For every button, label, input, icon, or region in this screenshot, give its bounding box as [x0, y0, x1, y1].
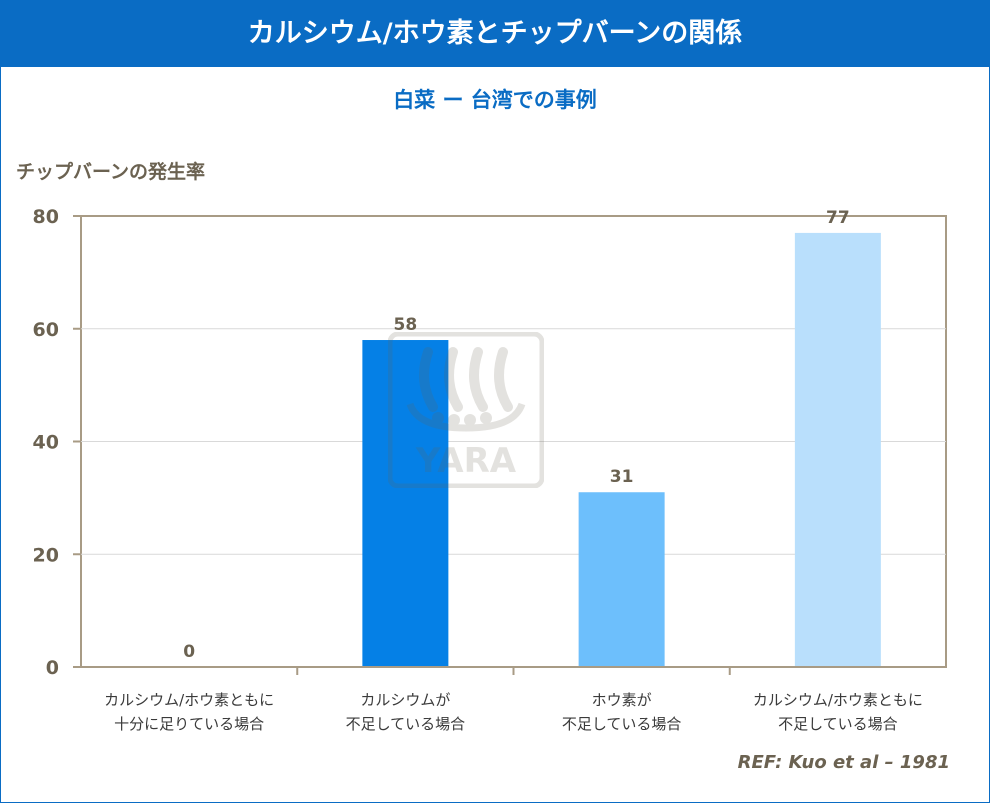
bar [578, 492, 665, 667]
category-label: カルシウムが [360, 691, 450, 709]
axes [73, 215, 946, 675]
labels: 0204060800カルシウム/ホウ素ともに十分に足りている場合58カルシウムが… [33, 206, 923, 733]
category-label: 不足している場合 [562, 715, 682, 733]
data-label: 77 [826, 208, 850, 228]
category-label: 不足している場合 [346, 715, 466, 733]
title-bar [0, 0, 990, 67]
bars [362, 232, 881, 667]
category-label: カルシウム/ホウ素ともに [104, 691, 274, 709]
category-label: 不足している場合 [778, 715, 898, 733]
category-label: 十分に足りている場合 [114, 715, 264, 733]
chart-subtitle: 白菜 ー 台湾での事例 [393, 88, 597, 112]
data-label: 0 [183, 642, 195, 662]
yara-watermark-icon: YARA [388, 332, 544, 488]
bar [362, 340, 449, 667]
y-tick-label: 20 [33, 544, 59, 566]
category-label: ホウ素が [592, 691, 652, 709]
y-tick-label: 60 [33, 319, 59, 341]
y-axis-label: チップバーンの発生率 [16, 161, 206, 183]
watermark-text: YARA [415, 441, 517, 481]
y-tick-label: 0 [46, 657, 59, 679]
y-tick-label: 80 [33, 206, 59, 228]
data-label: 58 [394, 315, 418, 335]
bar [794, 232, 881, 667]
category-label: カルシウム/ホウ素ともに [753, 691, 923, 709]
y-tick-label: 40 [33, 432, 59, 454]
data-label: 31 [610, 467, 634, 487]
chart-title: カルシウム/ホウ素とチップバーンの関係 [247, 18, 743, 49]
reference-note: REF: Kuo et al – 1981 [737, 752, 950, 773]
